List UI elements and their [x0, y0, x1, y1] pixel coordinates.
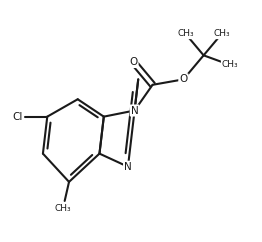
Text: N: N	[124, 162, 132, 172]
Text: CH₃: CH₃	[222, 60, 238, 69]
Text: O: O	[179, 74, 188, 84]
Text: Cl: Cl	[12, 112, 23, 122]
Text: CH₃: CH₃	[214, 29, 230, 38]
Text: O: O	[129, 57, 138, 67]
Text: CH₃: CH₃	[54, 204, 71, 213]
Text: CH₃: CH₃	[177, 29, 194, 38]
Text: N: N	[131, 106, 138, 115]
